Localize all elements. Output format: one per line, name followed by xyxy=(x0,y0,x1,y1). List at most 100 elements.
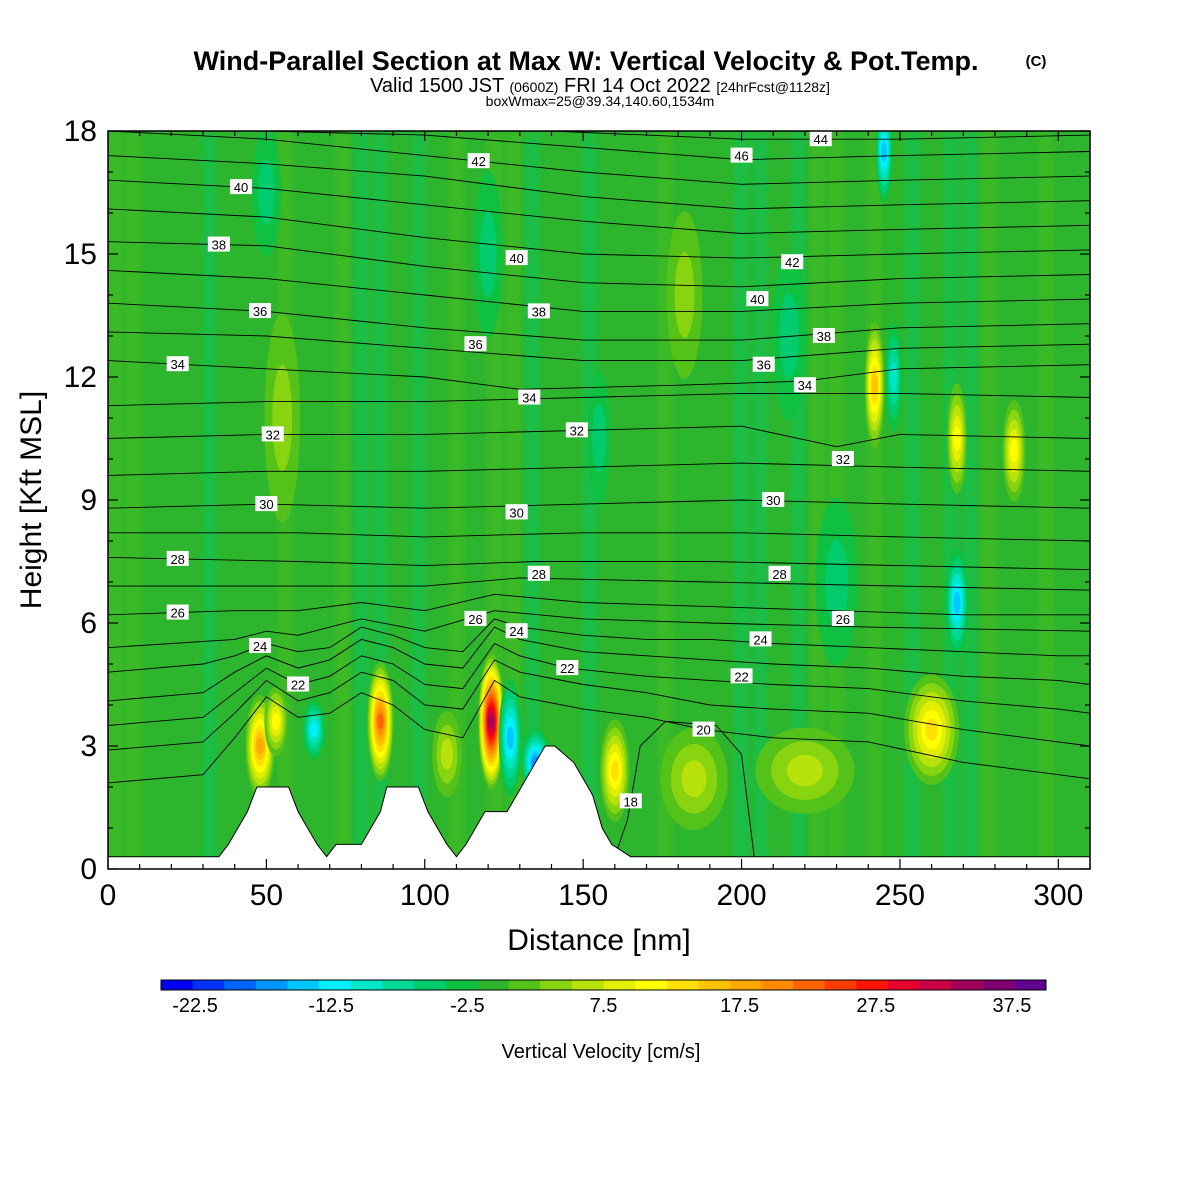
isentrope-label: 32 xyxy=(565,422,588,438)
isentrope-label-box xyxy=(464,610,487,626)
isentrope-37 xyxy=(108,269,1090,312)
isentrope-label: 26 xyxy=(166,604,189,621)
colorbar-swatch xyxy=(982,980,1015,990)
isentrope-label-text: 22 xyxy=(291,678,305,693)
field-stripe xyxy=(355,131,368,869)
isentrope-label-text: 22 xyxy=(734,669,748,684)
colorbar-swatch xyxy=(161,980,194,990)
field-stripe xyxy=(583,131,596,869)
isentropes xyxy=(108,131,1090,857)
field-stripe xyxy=(336,131,349,869)
velocity-cell-12 xyxy=(871,374,878,396)
velocity-cell-9 xyxy=(681,760,707,798)
colorbar-swatch xyxy=(603,980,636,990)
isentrope-23 xyxy=(108,626,1090,702)
isentrope-label-text: 38 xyxy=(212,238,226,253)
box-info: boxWmax=25@39.34,140.60,1534m xyxy=(486,93,715,109)
isentrope-29 xyxy=(108,532,1090,542)
colorbar-swatch xyxy=(729,980,763,990)
colorbar-swatch xyxy=(824,980,857,990)
colorbar-swatch xyxy=(635,980,668,990)
colorbar-swatch xyxy=(192,980,225,990)
isentrope-label: 46 xyxy=(730,147,753,164)
y-tick-label: 3 xyxy=(80,730,97,763)
colorbar-swatch xyxy=(666,980,699,990)
isentrope-label: 22 xyxy=(556,660,579,676)
colorbar-swatch xyxy=(793,980,826,990)
field-stripe xyxy=(868,131,881,869)
colorbar-tick-label: -12.5 xyxy=(308,995,354,1017)
isentrope-label: 30 xyxy=(505,504,528,520)
isentrope-label: 24 xyxy=(749,631,772,647)
colorbar-swatch xyxy=(540,980,573,990)
isentrope-label: 36 xyxy=(249,303,272,319)
isentrope-label: 40 xyxy=(505,250,528,266)
isentrope-label: 28 xyxy=(527,565,550,582)
isentrope-label: 18 xyxy=(619,793,642,809)
x-tick-label: 250 xyxy=(875,879,925,912)
colorbar-swatch xyxy=(919,980,952,990)
velocity-cell-8 xyxy=(610,760,619,781)
colorbar-swatch xyxy=(255,980,288,990)
colorbar-swatch xyxy=(571,980,604,990)
isentrope-label-box xyxy=(556,660,579,676)
velocity-cell-23 xyxy=(674,252,695,338)
isentrope-label-text: 26 xyxy=(836,612,850,627)
isentrope-20 xyxy=(108,679,1090,784)
isentrope-41 xyxy=(108,155,1090,210)
isentrope-label: 44 xyxy=(809,131,832,147)
field-stripe xyxy=(1039,131,1052,869)
isentrope-label-text: 26 xyxy=(170,606,184,621)
isentrope-label-box xyxy=(809,131,832,147)
field-stripe xyxy=(906,131,919,869)
x-tick-label: 50 xyxy=(250,879,283,912)
field-stripe xyxy=(811,131,824,869)
velocity-cell-10 xyxy=(787,754,823,787)
isentrope-label-box xyxy=(166,550,189,566)
isentrope-label-box xyxy=(249,637,272,653)
isentrope-40 xyxy=(108,179,1090,234)
isentrope-label-text: 26 xyxy=(468,612,482,627)
colorbar xyxy=(160,979,1047,991)
x-tick-label: 100 xyxy=(400,879,450,912)
isentrope-label-box xyxy=(249,303,272,319)
isentrope-label-text: 18 xyxy=(623,794,637,809)
velocity-cell-4 xyxy=(440,738,454,770)
plot-area: 18 20 22 24 26 28 30 32 34 36 38 40 42 44 22 24 26 28 30 32… xyxy=(108,131,1090,869)
isentrope-label: 32 xyxy=(261,426,284,442)
isentrope-label: 40 xyxy=(746,291,769,307)
velocity-cell-15 xyxy=(1010,438,1018,463)
velocity-cell-0 xyxy=(256,737,264,755)
y-tick-labels: 0 3 6 9 12 15 18 xyxy=(64,115,97,886)
isentrope-label: 24 xyxy=(505,623,528,639)
isentrope-label: 38 xyxy=(527,303,550,319)
field-stripe xyxy=(127,131,140,869)
isentrope-label-text: 32 xyxy=(836,452,850,467)
forecast-info: [24hrFcst@1128z] xyxy=(716,79,830,95)
isentrope-label-text: 38 xyxy=(817,329,831,344)
isentrope-label-text: 30 xyxy=(259,497,273,512)
colorbar-tick-label: -2.5 xyxy=(450,995,484,1017)
isentrope-21 xyxy=(108,659,1090,751)
y-tick-label: 0 xyxy=(80,853,97,886)
isentrope-label: 36 xyxy=(752,356,775,373)
isentrope-label-box xyxy=(518,389,541,405)
x-axis-title: Distance [nm] xyxy=(507,924,690,957)
colorbar-swatch xyxy=(887,980,921,990)
isentrope-label-box xyxy=(619,793,642,809)
isentrope-label: 30 xyxy=(255,496,278,512)
colorbar-swatch xyxy=(382,980,415,990)
isentrope-label-text: 40 xyxy=(509,251,523,266)
isentrope-label: 26 xyxy=(831,610,854,627)
isentrope-label-text: 44 xyxy=(814,132,828,147)
isentrope-label: 30 xyxy=(762,492,785,508)
colorbar-tick-label: 27.5 xyxy=(856,995,895,1017)
isentrope-31 xyxy=(108,462,1090,476)
colorbar-tick-label: 7.5 xyxy=(590,995,618,1017)
velocity-cell-3 xyxy=(377,713,384,730)
isentrope-label: 22 xyxy=(730,668,753,684)
valid-time: Valid 1500 JST xyxy=(370,75,504,97)
field-stripe xyxy=(203,131,216,869)
colorbar-swatch xyxy=(698,980,731,990)
x-tick-label: 0 xyxy=(100,879,117,912)
